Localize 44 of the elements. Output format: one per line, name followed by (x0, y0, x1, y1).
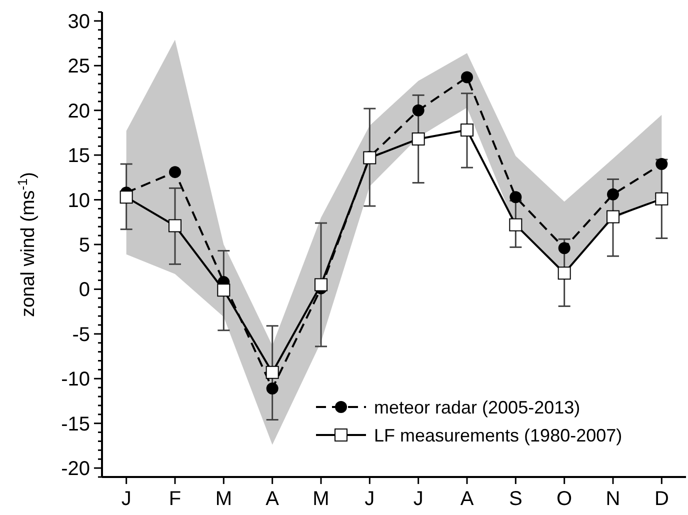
x-tick-label: A (266, 488, 280, 510)
x-tick-label: A (460, 488, 474, 510)
x-tick-label: D (654, 488, 669, 510)
point (412, 104, 424, 116)
point (460, 124, 474, 137)
y-tick-label: -10 (61, 368, 90, 391)
point (168, 219, 182, 232)
y-tick-label: 5 (78, 234, 90, 256)
point (656, 158, 668, 170)
point (266, 382, 278, 394)
point (655, 192, 668, 206)
y-tick-label: -20 (61, 458, 90, 480)
point (412, 132, 425, 146)
y-tick-label: -5 (72, 324, 90, 346)
x-tick-label: J (364, 488, 375, 510)
legend-label: LF measurements (1980-2007) (374, 425, 622, 446)
y-tick-label: 20 (68, 100, 90, 122)
x-tick-label: M (215, 488, 232, 510)
x-tick-label: J (121, 488, 132, 510)
y-tick-label: 15 (68, 145, 90, 168)
legend-label: meteor radar (2005-2013) (374, 397, 580, 418)
y-tick-label: 30 (68, 10, 90, 33)
y-tick-label: 25 (68, 56, 90, 78)
point (120, 190, 133, 204)
point (266, 366, 279, 379)
x-tick-label: J (413, 488, 424, 510)
x-tick-label: M (312, 488, 330, 510)
y-tick-label: -15 (61, 413, 90, 436)
x-tick-label: F (168, 488, 182, 510)
point (509, 218, 522, 232)
point (558, 266, 571, 280)
point (558, 242, 570, 254)
point (510, 191, 522, 204)
x-tick-label: S (508, 488, 522, 510)
point (607, 188, 619, 200)
point (169, 166, 181, 178)
x-tick-label: O (556, 488, 572, 510)
y-tick-label: 10 (68, 190, 90, 212)
x-tick-label: N (606, 488, 620, 510)
point (606, 210, 620, 224)
y-tick-label: 0 (78, 279, 90, 302)
point (461, 71, 473, 84)
point (217, 284, 230, 297)
point (314, 278, 328, 292)
